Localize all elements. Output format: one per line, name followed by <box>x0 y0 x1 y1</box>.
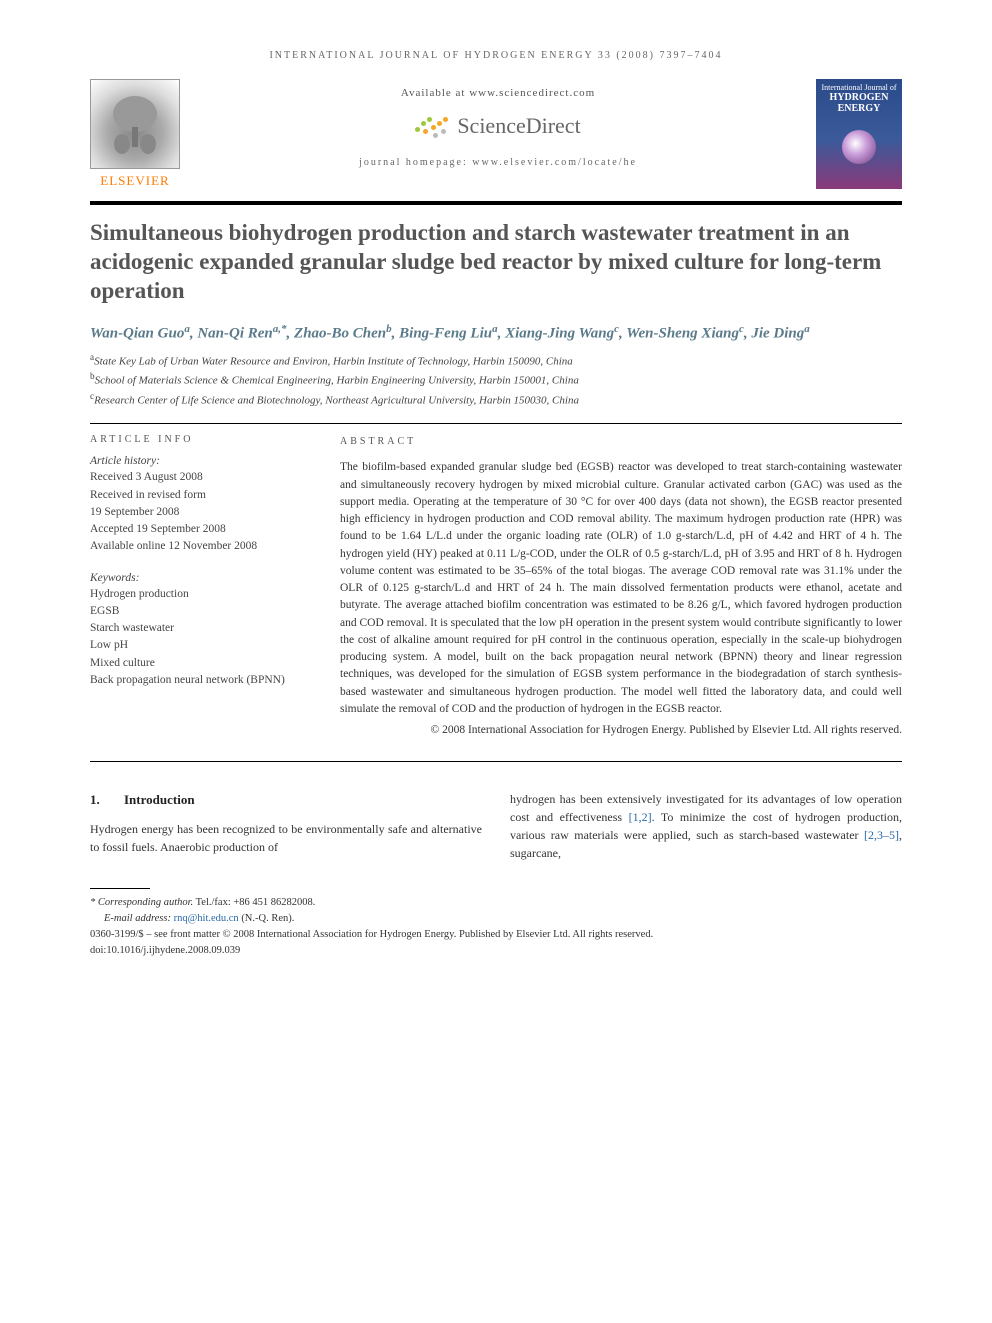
history-line: Accepted 19 September 2008 <box>90 521 310 538</box>
email-link[interactable]: rnq@hit.edu.cn <box>174 913 239 924</box>
history-line: 19 September 2008 <box>90 504 310 521</box>
rule-mid <box>90 761 902 762</box>
cover-top: International Journal of <box>820 83 898 92</box>
body-columns: 1.Introduction Hydrogen energy has been … <box>90 790 902 862</box>
intro-para-right: hydrogen has been extensively investigat… <box>510 790 902 862</box>
history-line: Available online 12 November 2008 <box>90 538 310 555</box>
footnotes: * Corresponding author. Tel./fax: +86 45… <box>90 895 902 958</box>
author-name: Wen-Sheng Xiang <box>626 326 739 342</box>
article-info-hd: ARTICLE INFO <box>90 434 310 445</box>
author-name: Xiang-Jing Wang <box>505 326 614 342</box>
corresponding-label: * Corresponding author. <box>90 897 193 908</box>
keyword: EGSB <box>90 603 310 620</box>
intro-para-left: Hydrogen energy has been recognized to b… <box>90 820 482 856</box>
article-title: Simultaneous biohydrogen production and … <box>90 219 902 305</box>
affiliation: aState Key Lab of Urban Water Resource a… <box>90 351 902 371</box>
front-matter: 0360-3199/$ – see front matter © 2008 In… <box>90 927 902 943</box>
keyword: Mixed culture <box>90 655 310 672</box>
body-col-left: 1.Introduction Hydrogen energy has been … <box>90 790 482 862</box>
author-name: Zhao-Bo Chen <box>294 326 386 342</box>
author-affil-sup: a <box>804 323 810 335</box>
author-name: Nan-Qi Ren <box>197 326 272 342</box>
doi: doi:10.1016/j.ijhydene.2008.09.039 <box>90 943 902 959</box>
cover-title: HYDROGEN ENERGY <box>820 92 898 114</box>
author-name: Bing-Feng Liu <box>399 326 492 342</box>
center-header: Available at www.sciencedirect.com Scien… <box>198 79 798 168</box>
keyword: Starch wastewater <box>90 620 310 637</box>
history-line: Received 3 August 2008 <box>90 469 310 486</box>
body-col-right: hydrogen has been extensively investigat… <box>510 790 902 862</box>
section-title: Introduction <box>124 792 195 807</box>
email-who: (N.-Q. Ren). <box>239 913 295 924</box>
section-head: 1.Introduction <box>90 790 482 810</box>
elsevier-brand: ELSEVIER <box>90 173 180 189</box>
rule-under-authors <box>90 423 902 424</box>
header-block: ELSEVIER Available at www.sciencedirect.… <box>90 79 902 189</box>
abstract-hd: ABSTRACT <box>340 434 902 449</box>
running-head: INTERNATIONAL JOURNAL OF HYDROGEN ENERGY… <box>90 50 902 61</box>
elsevier-tree-icon <box>90 79 180 169</box>
affiliations: aState Key Lab of Urban Water Resource a… <box>90 351 902 410</box>
authors: Wan-Qian Guoa, Nan-Qi Rena,*, Zhao-Bo Ch… <box>90 323 902 342</box>
keyword: Hydrogen production <box>90 586 310 603</box>
abstract-body: The biofilm-based expanded granular slud… <box>340 459 902 718</box>
footnote-rule <box>90 888 150 889</box>
corresponding-tel: Tel./fax: +86 451 86282008. <box>193 897 315 908</box>
journal-homepage: journal homepage: www.elsevier.com/locat… <box>198 157 798 168</box>
available-at: Available at www.sciencedirect.com <box>198 87 798 99</box>
keyword: Low pH <box>90 637 310 654</box>
elsevier-logo: ELSEVIER <box>90 79 180 189</box>
abstract-copyright: © 2008 International Association for Hyd… <box>340 722 902 739</box>
rule-top <box>90 201 902 205</box>
history-line: Received in revised form <box>90 487 310 504</box>
keyword: Back propagation neural network (BPNN) <box>90 672 310 689</box>
affiliation: cResearch Center of Life Science and Bio… <box>90 390 902 410</box>
email-label: E-mail address: <box>104 913 174 924</box>
sd-name: ScienceDirect <box>457 113 580 139</box>
author-affil-sup: a,* <box>273 323 287 335</box>
author-name: Jie Ding <box>751 326 804 342</box>
keywords-hd: Keywords: <box>90 572 310 584</box>
history-hd: Article history: <box>90 455 310 467</box>
sciencedirect-logo: ScienceDirect <box>415 113 580 139</box>
section-num: 1. <box>90 790 124 810</box>
author-name: Wan-Qian Guo <box>90 326 184 342</box>
journal-cover-thumb: International Journal of HYDROGEN ENERGY <box>816 79 902 189</box>
affiliation: bSchool of Materials Science & Chemical … <box>90 370 902 390</box>
abstract: ABSTRACT The biofilm-based expanded gran… <box>340 434 902 739</box>
cover-orb-icon <box>842 130 876 164</box>
article-info: ARTICLE INFO Article history: Received 3… <box>90 434 310 739</box>
sd-dots-icon <box>415 115 449 137</box>
ref-link[interactable]: [2,3–5] <box>864 828 899 842</box>
ref-link[interactable]: [1,2] <box>629 810 652 824</box>
